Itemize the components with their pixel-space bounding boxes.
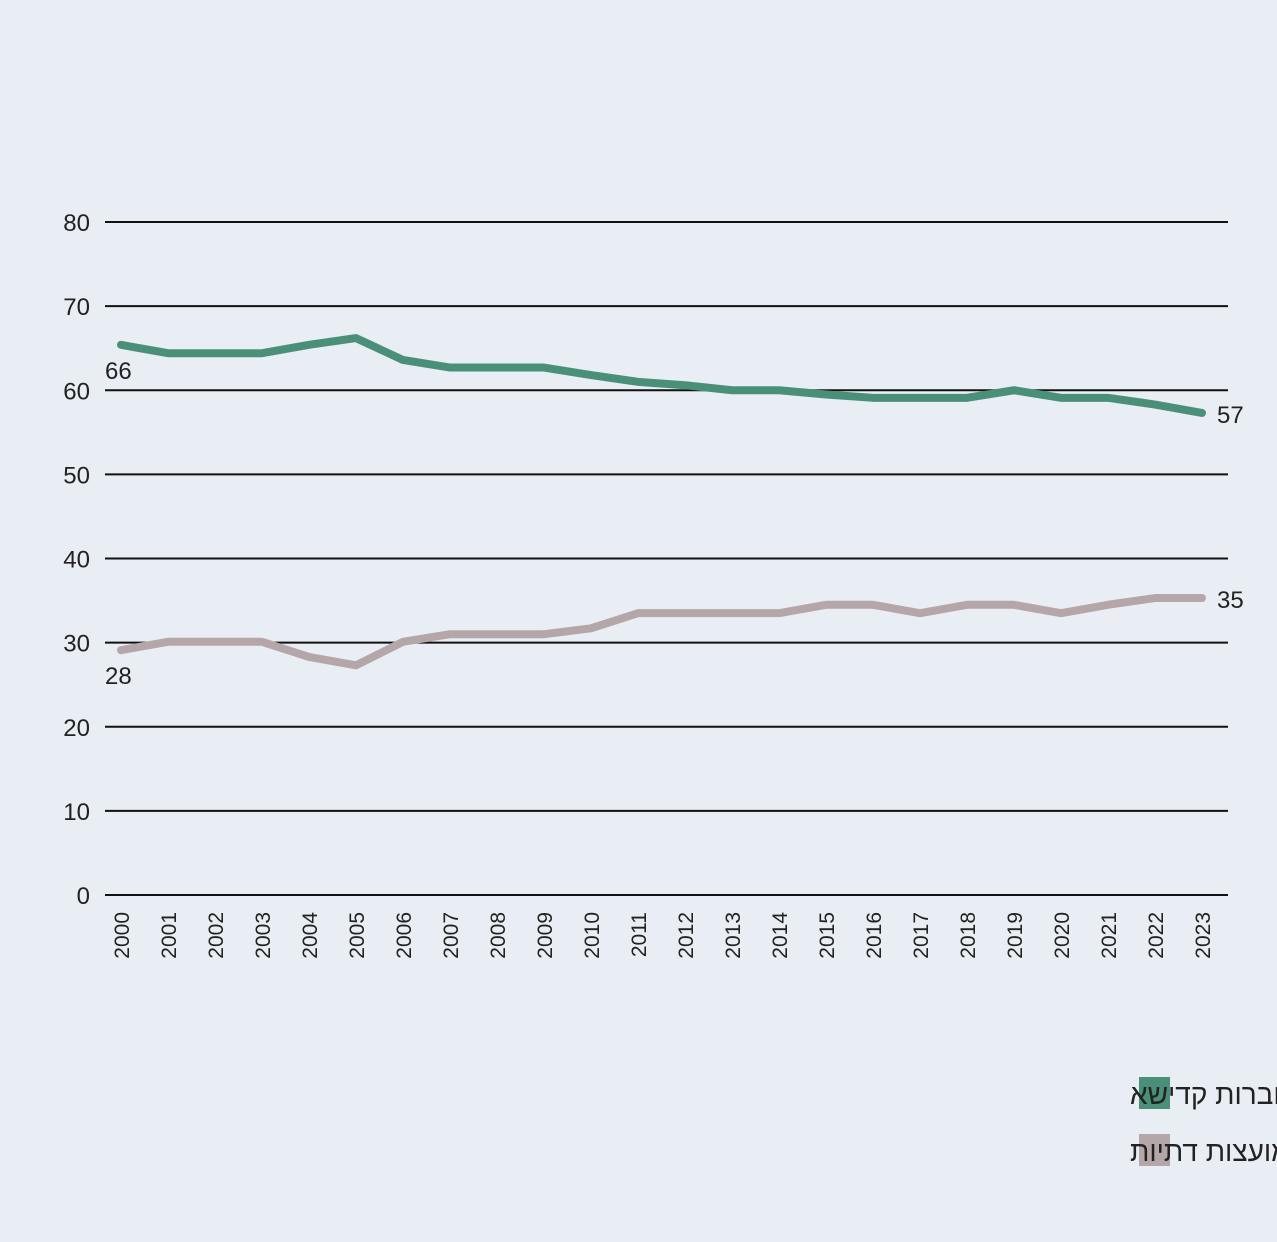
series-line-1 bbox=[117, 594, 1206, 670]
x-tick-label: 2011 bbox=[628, 912, 651, 957]
x-tick-label: 2018 bbox=[957, 912, 980, 959]
legend-swatch bbox=[1139, 1134, 1170, 1166]
y-tick-label: 10 bbox=[63, 799, 90, 826]
x-tick-label: 2016 bbox=[863, 912, 886, 959]
start-value-label: 28 bbox=[105, 663, 132, 690]
x-tick-label: 2007 bbox=[440, 912, 463, 959]
x-tick-label: 2015 bbox=[816, 912, 839, 959]
start-value-label: 66 bbox=[105, 358, 132, 385]
x-tick-label: 2017 bbox=[910, 912, 933, 959]
x-tick-label: 2002 bbox=[205, 912, 228, 959]
x-tick-label: 2004 bbox=[299, 912, 322, 959]
legend-swatch bbox=[1139, 1077, 1170, 1109]
y-tick-label: 70 bbox=[63, 294, 90, 321]
x-tick-label: 2013 bbox=[722, 912, 745, 959]
x-tick-label: 2009 bbox=[534, 912, 557, 959]
x-tick-label: 2014 bbox=[769, 912, 792, 959]
y-tick-label: 20 bbox=[63, 715, 90, 742]
x-tick-label: 2010 bbox=[581, 912, 604, 959]
legend-label: חברות קדישא bbox=[1130, 1079, 1277, 1110]
x-tick-label: 2003 bbox=[252, 912, 275, 959]
y-tick-label: 30 bbox=[63, 631, 90, 658]
y-tick-label: 0 bbox=[77, 883, 90, 910]
y-tick-label: 50 bbox=[63, 462, 90, 489]
y-tick-label: 40 bbox=[63, 547, 90, 574]
y-tick-label: 60 bbox=[63, 378, 90, 405]
end-value-label: 35 bbox=[1217, 587, 1244, 614]
y-tick-label: 80 bbox=[63, 210, 90, 237]
x-tick-label: 2008 bbox=[487, 912, 510, 959]
x-tick-label: 2012 bbox=[675, 912, 698, 959]
legend-label: מועצות דתיות bbox=[1130, 1136, 1277, 1167]
x-tick-label: 2022 bbox=[1145, 912, 1168, 959]
x-tick-label: 2021 bbox=[1098, 912, 1121, 959]
x-tick-label: 2023 bbox=[1192, 912, 1215, 959]
x-tick-label: 2020 bbox=[1051, 912, 1074, 959]
series-line-0 bbox=[117, 334, 1206, 417]
x-tick-label: 2001 bbox=[158, 912, 181, 959]
x-tick-label: 2019 bbox=[1004, 912, 1027, 959]
x-tick-label: 2005 bbox=[346, 912, 369, 959]
end-value-label: 57 bbox=[1217, 402, 1244, 429]
x-tick-label: 2000 bbox=[111, 912, 134, 959]
x-tick-label: 2006 bbox=[393, 912, 416, 959]
